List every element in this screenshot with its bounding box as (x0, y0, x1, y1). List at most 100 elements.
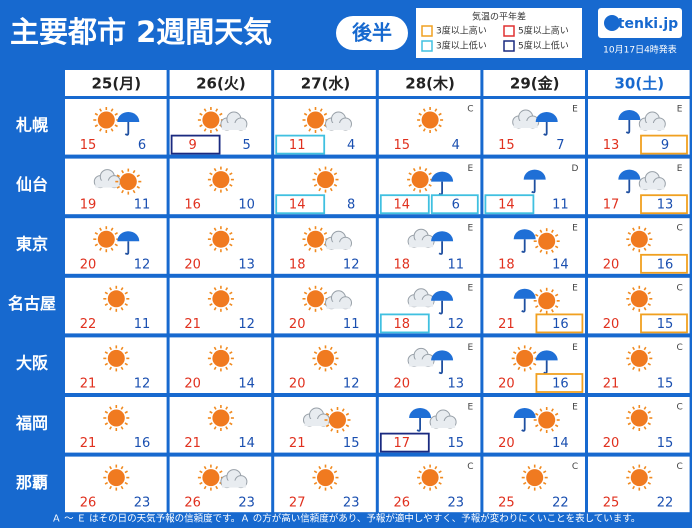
reliability: E (677, 164, 683, 174)
sun-ray (329, 187, 333, 192)
sun-ray (333, 470, 338, 474)
sun-ray (121, 169, 124, 174)
logo-box (598, 8, 682, 38)
reliability: D (572, 164, 579, 174)
sun-ray (513, 351, 517, 355)
umbrella-handle (543, 360, 548, 375)
legend-label: 5度以上高い (518, 25, 569, 37)
umbrella (535, 112, 558, 122)
high-temp: 20 (498, 377, 515, 392)
sun-ray (213, 287, 217, 291)
column-header: 28(木) (405, 75, 455, 93)
sun-ray (643, 307, 647, 311)
sun-ray (333, 172, 338, 176)
sun-ray (551, 289, 554, 293)
sun-ray (124, 410, 128, 414)
umbrella-handle (625, 179, 631, 194)
umbrella-handle (438, 181, 443, 196)
low-temp: 12 (343, 257, 360, 272)
cloud-base (431, 421, 456, 428)
high-temp: 14 (289, 198, 306, 213)
umbrella-handle (625, 120, 631, 134)
sun-ray (303, 243, 308, 247)
umbrella (535, 350, 558, 361)
sun-ray (551, 428, 554, 432)
column-header-bg (65, 70, 167, 96)
column-header-bg (378, 70, 481, 96)
sun-ray (303, 303, 308, 306)
sun-ray (627, 243, 632, 247)
sun-ray (209, 183, 213, 187)
sun-ray (318, 187, 322, 192)
sun-ray (225, 287, 229, 291)
sun-ray (203, 108, 207, 112)
low-temp: 14 (238, 436, 255, 451)
sun-ray (424, 167, 428, 172)
sun (538, 232, 556, 250)
sun-ray (104, 291, 109, 295)
high-temp: 20 (394, 377, 411, 392)
high-temp: 20 (184, 377, 201, 392)
high-temp: 27 (289, 496, 306, 511)
sun-ray (554, 305, 559, 308)
sun-ray (110, 247, 114, 251)
sun (97, 230, 115, 248)
high-temp: 26 (184, 496, 201, 511)
column-header: 25(月) (92, 75, 142, 93)
low-temp: 23 (343, 496, 360, 511)
sun-ray (408, 172, 412, 176)
cloud-base (221, 480, 246, 488)
sun-ray (229, 172, 233, 176)
sun-ray (643, 227, 647, 231)
low-temp: 7 (556, 138, 564, 153)
sun-ray (229, 232, 233, 235)
high-temp: 22 (80, 317, 97, 332)
sun-ray (199, 112, 203, 116)
sun-ray (523, 470, 527, 474)
low-temp: 14 (552, 257, 569, 272)
high-temp: 20 (184, 257, 201, 272)
sun (212, 349, 230, 367)
reliability: C (467, 462, 473, 472)
umbrella-handle (124, 122, 130, 136)
sun-ray (539, 309, 543, 313)
sun-ray (225, 426, 229, 430)
high-temp: 21 (184, 436, 201, 451)
sun-ray (323, 112, 328, 116)
sun-ray (303, 291, 308, 295)
cell-bg (274, 218, 376, 274)
sun-ray (418, 481, 422, 485)
low-temp: 6 (138, 138, 146, 153)
sun-ray (532, 351, 537, 355)
sun-ray (229, 351, 233, 355)
low-temp: 22 (552, 496, 569, 511)
sun-ray (428, 183, 432, 187)
sun-ray (94, 243, 99, 247)
sun-ray (428, 172, 432, 176)
sun-ray (647, 362, 651, 366)
high-temp: 20 (289, 317, 306, 332)
sun-ray (323, 291, 328, 295)
sun-ray (213, 346, 217, 351)
sun-ray (318, 366, 322, 371)
reliability: C (676, 462, 682, 472)
sun-ray (203, 465, 207, 470)
umbrella-handle (521, 239, 526, 253)
umbrella (117, 231, 140, 242)
sun-ray (120, 287, 124, 291)
sun-ray (647, 351, 651, 355)
reliability: C (676, 343, 682, 353)
high-temp: 16 (184, 198, 201, 213)
sun-ray (330, 408, 334, 412)
sun-ray (215, 128, 219, 132)
sun-ray (535, 424, 539, 428)
anomaly-box (484, 194, 535, 215)
sun-ray (319, 128, 323, 132)
sun-ray (333, 481, 338, 485)
sun-ray (535, 305, 539, 308)
sun-ray (329, 485, 333, 490)
reliability: C (467, 105, 473, 115)
low-temp: 23 (134, 496, 151, 511)
sun-ray (551, 249, 554, 253)
high-temp: 20 (80, 257, 97, 272)
